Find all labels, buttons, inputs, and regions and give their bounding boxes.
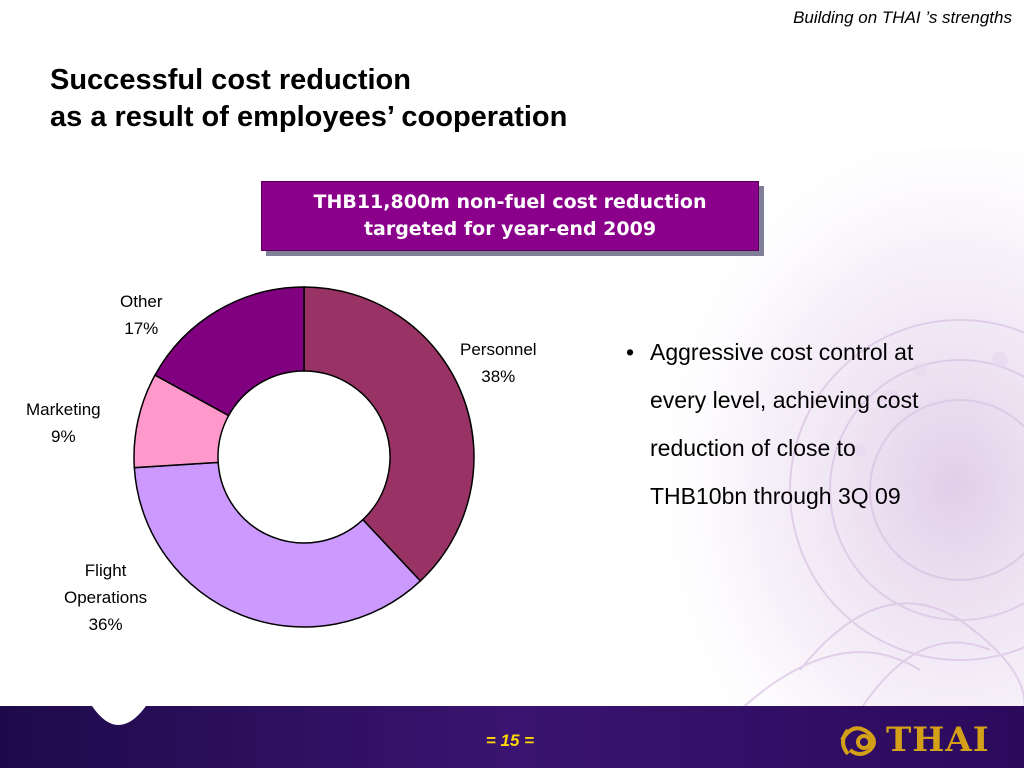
slice-flight-operations xyxy=(133,461,422,628)
title-line-1: Successful cost reduction xyxy=(50,64,411,96)
donut-chart: Personnel 38% Flight Operations 36% Mark… xyxy=(0,280,600,660)
callout-line-1: THB11,800m non-fuel cost reduction xyxy=(313,191,707,213)
bullet-text: Aggressive cost control at every level, … xyxy=(650,328,1006,520)
slice-personnel xyxy=(303,286,475,582)
logo-text: THAI xyxy=(886,720,990,760)
label-flight-operations-name-2: Operations xyxy=(64,588,148,607)
callout-line-2: targeted for year-end 2009 xyxy=(363,218,657,240)
footer-band-shape xyxy=(0,706,1024,768)
label-personnel: Personnel 38% xyxy=(460,336,537,390)
header-tagline: Building on THAI ’s strengths xyxy=(793,8,1012,27)
label-marketing-value: 9% xyxy=(51,427,76,446)
bullet-line-4: THB10bn through 3Q 09 xyxy=(650,483,901,509)
page-title: Successful cost reduction as a result of… xyxy=(50,62,567,136)
label-flight-operations-value: 36% xyxy=(88,615,123,634)
label-other-name: Other xyxy=(120,292,163,311)
thai-logo-icon xyxy=(840,726,876,756)
label-personnel-name: Personnel xyxy=(460,340,537,359)
label-other: Other 17% xyxy=(120,288,163,342)
bullet-list: • Aggressive cost control at every level… xyxy=(626,328,1006,520)
label-flight-operations: Flight Operations 36% xyxy=(64,557,147,638)
title-line-2: as a result of employees’ cooperation xyxy=(50,101,568,133)
bullet-line-1: Aggressive cost control at xyxy=(650,339,914,365)
bullet-line-2: every level, achieving cost xyxy=(650,387,919,413)
donut-chart-svg xyxy=(133,286,475,628)
footer-band xyxy=(0,706,1024,768)
label-personnel-value: 38% xyxy=(481,367,516,386)
slice-other xyxy=(154,286,305,417)
bullet-dot: • xyxy=(626,339,635,365)
page-number: = 15 = xyxy=(485,731,535,750)
bullet-item: • Aggressive cost control at every level… xyxy=(626,328,1006,520)
bullet-line-3: reduction of close to xyxy=(650,435,856,461)
label-marketing-name: Marketing xyxy=(26,400,101,419)
callout-box: THB11,800m non-fuel cost reduction targe… xyxy=(261,181,759,251)
label-marketing: Marketing 9% xyxy=(26,396,101,450)
label-flight-operations-name-1: Flight xyxy=(84,561,127,580)
label-other-value: 17% xyxy=(124,319,159,338)
